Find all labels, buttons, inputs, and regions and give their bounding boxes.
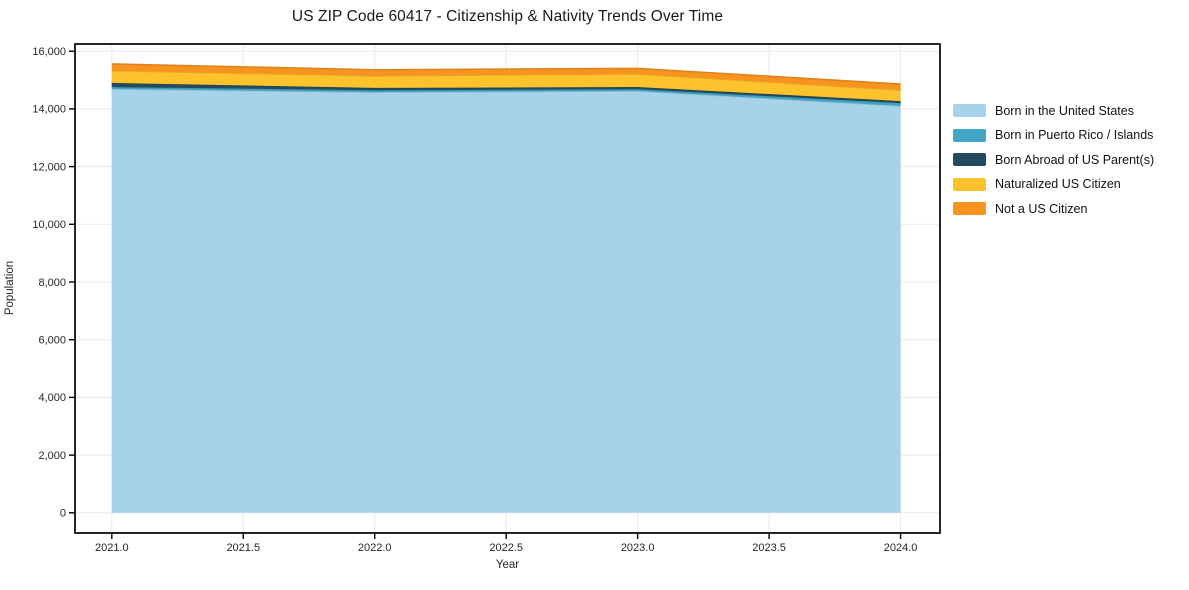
legend-swatch-icon: [953, 104, 986, 117]
x-tick-label: 2023.5: [752, 542, 786, 554]
legend: Born in the United States Born in Puerto …: [953, 103, 1154, 226]
legend-label: Not a US Citizen: [995, 201, 1088, 216]
x-tick-label: 2021.0: [95, 542, 129, 554]
x-tick-label: 2022.0: [358, 542, 392, 554]
legend-label: Naturalized US Citizen: [995, 177, 1121, 191]
legend-label: Born in the United States: [995, 103, 1134, 118]
legend-swatch-icon: [953, 153, 986, 166]
legend-item: Born in Puerto Rico / Islands: [953, 128, 1154, 143]
y-tick-label: 4,000: [38, 392, 66, 404]
x-tick-label: 2021.5: [226, 542, 260, 554]
y-tick-label: 6,000: [38, 335, 66, 347]
legend-item: Naturalized US Citizen: [953, 177, 1154, 192]
chart-title: US ZIP Code 60417 - Citizenship & Nativi…: [291, 8, 724, 25]
y-tick-label: 16,000: [32, 46, 66, 58]
legend-label: Born in Puerto Rico / Islands: [995, 128, 1154, 142]
area-series-4: [111, 63, 901, 91]
plot-frame: [74, 43, 941, 534]
y-tick-label: 10,000: [32, 219, 66, 231]
x-tick-label: 2022.5: [489, 542, 523, 554]
legend-label: Born Abroad of US Parent(s): [995, 152, 1155, 167]
legend-item: Not a US Citizen: [953, 201, 1154, 216]
area-series-0: [111, 89, 901, 513]
legend-swatch-icon: [953, 202, 986, 215]
legend-swatch-icon: [953, 177, 986, 191]
y-tick-label: 12,000: [32, 161, 66, 173]
legend-swatch-icon: [953, 128, 986, 142]
x-axis-label: Year: [495, 559, 520, 571]
area-series-1: [111, 87, 901, 106]
legend-item: Born Abroad of US Parent(s): [953, 152, 1154, 167]
x-tick-label: 2024.0: [884, 542, 918, 554]
y-axis-label: Population: [4, 260, 16, 316]
y-tick-label: 0: [60, 508, 66, 520]
area-series-2: [111, 82, 901, 104]
y-tick-label: 14,000: [32, 104, 66, 116]
legend-item: Born in the United States: [953, 103, 1154, 118]
area-series-4-edge: [111, 63, 901, 85]
x-tick-label: 2023.0: [621, 542, 655, 554]
y-tick-label: 8,000: [38, 277, 66, 289]
y-tick-label: 2,000: [38, 450, 66, 462]
